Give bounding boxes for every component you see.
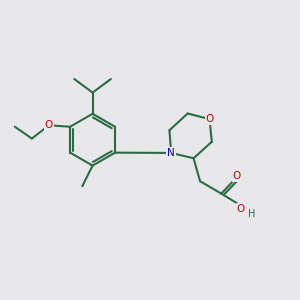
Text: O: O xyxy=(237,204,245,214)
Text: H: H xyxy=(248,209,255,219)
Text: N: N xyxy=(167,148,175,158)
Text: O: O xyxy=(45,120,53,130)
Text: O: O xyxy=(206,114,214,124)
Text: O: O xyxy=(232,171,241,181)
